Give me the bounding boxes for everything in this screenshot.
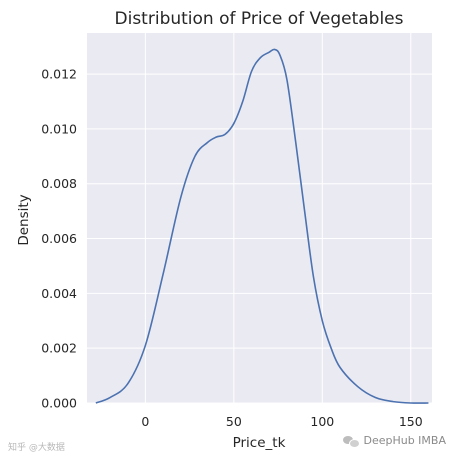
x-axis-label: Price_tk bbox=[233, 435, 286, 451]
y-tick-label: 0.010 bbox=[41, 121, 77, 136]
wechat-icon bbox=[343, 435, 361, 448]
density-curve bbox=[95, 48, 429, 404]
x-tick-label: 100 bbox=[310, 414, 334, 429]
y-tick-label: 0.006 bbox=[41, 231, 77, 246]
y-tick-label: 0.000 bbox=[41, 396, 77, 411]
tick-labels: 0 50 100 150 0.000 0.002 0.004 0.006 0.008 0.010 0… bbox=[41, 67, 423, 429]
y-tick-label: 0.012 bbox=[41, 67, 77, 82]
plot-area bbox=[87, 33, 432, 403]
watermark-left: 知乎 @大数据 bbox=[8, 443, 65, 453]
chart-title: Distribution of Price of Vegetables bbox=[115, 9, 404, 29]
watermark-right-container: DeepHub IMBA bbox=[343, 434, 446, 448]
y-tick-label: 0.008 bbox=[41, 176, 77, 191]
y-tick-label: 0.002 bbox=[41, 341, 77, 356]
y-axis-label: Density bbox=[16, 194, 32, 245]
x-tick-label: 150 bbox=[399, 414, 423, 429]
x-tick-label: 50 bbox=[226, 414, 242, 429]
y-tick-label: 0.004 bbox=[41, 286, 77, 301]
watermark-right: DeepHub IMBA bbox=[363, 434, 446, 447]
x-tick-label: 0 bbox=[141, 414, 149, 429]
